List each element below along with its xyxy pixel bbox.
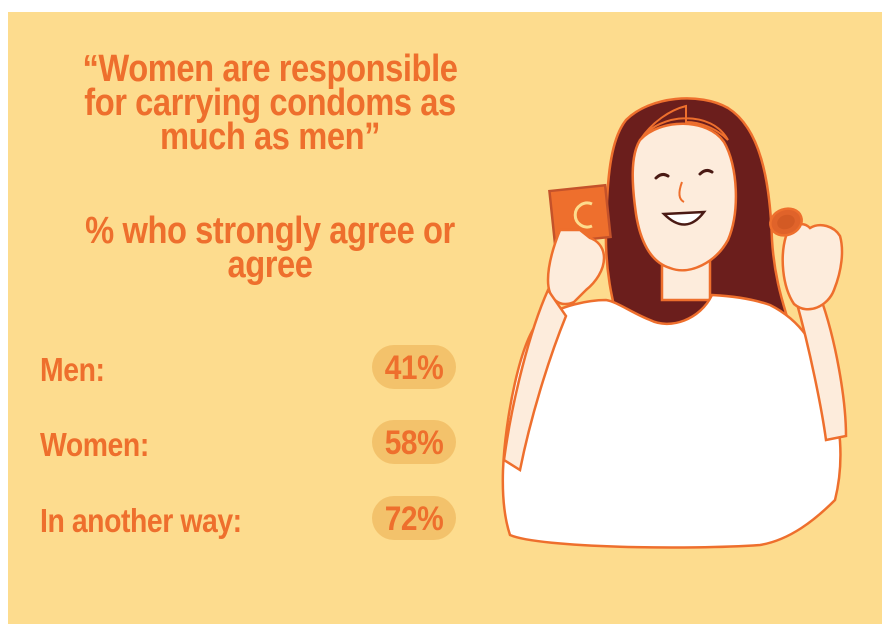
- stat-value: 72%: [384, 500, 444, 538]
- subheading-line-2: agree: [227, 244, 313, 286]
- right-hand-icon: [781, 222, 844, 311]
- stat-pill: 58%: [372, 420, 456, 464]
- stat-row-men: Men: 41%: [40, 343, 470, 393]
- subheading-line-1: % who strongly agree or: [85, 210, 455, 252]
- shirt-icon: [501, 293, 842, 549]
- left-hand-icon: [546, 228, 606, 306]
- condom-ring-icon: [769, 207, 803, 237]
- headline-line-1: “Women are responsible: [82, 48, 458, 90]
- stat-label: Women:: [40, 426, 149, 463]
- stat-label: In another way:: [40, 502, 242, 539]
- stat-row-women: Women: 58%: [40, 418, 470, 468]
- headline-line-3: much as men”: [159, 116, 381, 158]
- face-icon: [631, 122, 738, 272]
- subheading: % who strongly agree or agree: [72, 210, 468, 286]
- stat-label: Men:: [40, 351, 105, 388]
- stat-value: 58%: [384, 424, 444, 462]
- stat-pill: 72%: [372, 496, 456, 540]
- stat-value: 41%: [384, 349, 444, 387]
- stat-row-another-way: In another way: 72%: [40, 494, 470, 544]
- woman-holding-condoms-illustration: [501, 97, 848, 549]
- headline-quote: “Women are responsible for carrying cond…: [72, 48, 468, 158]
- headline-line-2: for carrying condoms as: [84, 82, 456, 124]
- stat-pill: 41%: [372, 345, 456, 389]
